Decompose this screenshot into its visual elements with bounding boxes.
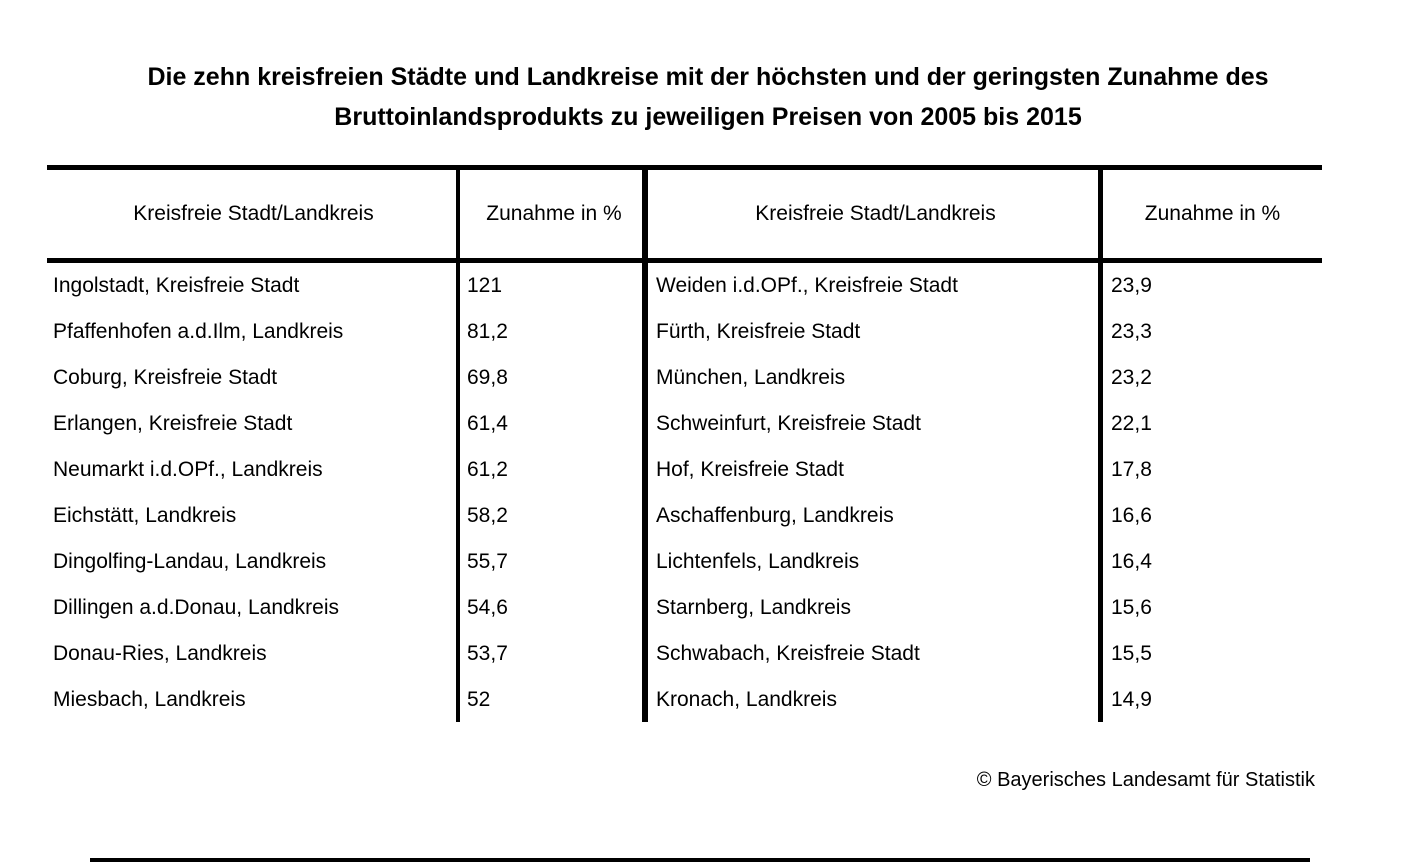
city-name-cell: Schweinfurt, Kreisfreie Stadt [656,412,921,435]
table-row: Donau-Ries, Landkreis 53,7 Schwabach, Kr… [47,631,1322,677]
value-cell: 15,5 [1111,642,1152,665]
table-row: Dingolfing-Landau, Landkreis 55,7 Lichte… [47,539,1322,585]
column-divider [456,165,460,722]
value-cell: 61,4 [467,412,508,435]
table-row: Ingolstadt, Kreisfreie Stadt 121 Weiden … [47,263,1322,309]
city-name-cell: Neumarkt i.d.OPf., Landkreis [53,458,323,481]
value-cell: 53,7 [467,642,508,665]
value-cell: 61,2 [467,458,508,481]
city-name-cell: Eichstätt, Landkreis [53,504,237,527]
city-name-cell: Erlangen, Kreisfreie Stadt [53,412,293,435]
value-cell: 52 [467,688,491,711]
city-name-cell: Ingolstadt, Kreisfreie Stadt [53,274,300,297]
chart-title-line-2: Bruttoinlandsprodukts zu jeweiligen Prei… [334,103,1082,131]
city-name-cell: Starnberg, Landkreis [656,596,851,619]
table-row: Erlangen, Kreisfreie Stadt 61,4 Schweinf… [47,401,1322,447]
copyright-notice: © Bayerisches Landesamt für Statistik [976,769,1315,791]
city-name-cell: Donau-Ries, Landkreis [53,642,267,665]
city-name-cell: Kronach, Landkreis [656,688,837,711]
city-name-cell: Aschaffenburg, Landkreis [656,504,894,527]
value-cell: 16,6 [1111,504,1152,527]
value-cell: 58,2 [467,504,508,527]
value-cell: 54,6 [467,596,508,619]
city-name-cell: Schwabach, Kreisfreie Stadt [656,642,920,665]
table-row: Pfaffenhofen a.d.Ilm, Landkreis 81,2 Für… [47,309,1322,355]
table-row: Miesbach, Landkreis 52 Kronach, Landkrei… [47,677,1322,723]
column-header-right-name: Kreisfreie Stadt/Landkreis [755,202,996,225]
city-name-cell: Weiden i.d.OPf., Kreisfreie Stadt [656,274,958,297]
city-name-cell: Miesbach, Landkreis [53,688,246,711]
table-header-row: Kreisfreie Stadt/Landkreis Zunahme in % … [47,170,1322,258]
city-name-cell: München, Landkreis [656,366,846,389]
table-row: Neumarkt i.d.OPf., Landkreis 61,2 Hof, K… [47,447,1322,493]
city-name-cell: Dingolfing-Landau, Landkreis [53,550,327,573]
value-cell: 14,9 [1111,688,1152,711]
table-row: Eichstätt, Landkreis 58,2 Aschaffenburg,… [47,493,1322,539]
value-cell: 23,3 [1111,320,1152,343]
bottom-rule [90,858,1310,862]
value-cell: 17,8 [1111,458,1152,481]
table-body: Ingolstadt, Kreisfreie Stadt 121 Weiden … [47,263,1322,723]
city-name-cell: Dillingen a.d.Donau, Landkreis [53,596,340,619]
column-header-left-value: Zunahme in % [486,202,622,225]
table-top-rule [47,165,1322,170]
chart-title: Die zehn kreisfreien Städte und Landkrei… [0,57,1416,137]
city-name-cell: Fürth, Kreisfreie Stadt [656,320,861,343]
column-divider [642,165,648,722]
city-name-cell: Pfaffenhofen a.d.Ilm, Landkreis [53,320,344,343]
column-header-left-name: Kreisfreie Stadt/Landkreis [133,202,374,225]
statistics-table: Kreisfreie Stadt/Landkreis Zunahme in % … [47,165,1322,722]
header-bottom-rule [47,258,1322,263]
value-cell: 55,7 [467,550,508,573]
city-name-cell: Hof, Kreisfreie Stadt [656,458,844,481]
value-cell: 69,8 [467,366,508,389]
table-row: Coburg, Kreisfreie Stadt 69,8 München, L… [47,355,1322,401]
value-cell: 23,9 [1111,274,1152,297]
value-cell: 81,2 [467,320,508,343]
value-cell: 23,2 [1111,366,1152,389]
table-row: Dillingen a.d.Donau, Landkreis 54,6 Star… [47,585,1322,631]
value-cell: 121 [467,274,503,297]
value-cell: 22,1 [1111,412,1152,435]
column-header-right-value: Zunahme in % [1144,202,1281,225]
value-cell: 16,4 [1111,550,1152,573]
city-name-cell: Coburg, Kreisfreie Stadt [53,366,278,389]
city-name-cell: Lichtenfels, Landkreis [656,550,860,573]
column-divider [1098,165,1103,722]
chart-title-line-1: Die zehn kreisfreien Städte und Landkrei… [147,63,1269,91]
value-cell: 15,6 [1111,596,1152,619]
